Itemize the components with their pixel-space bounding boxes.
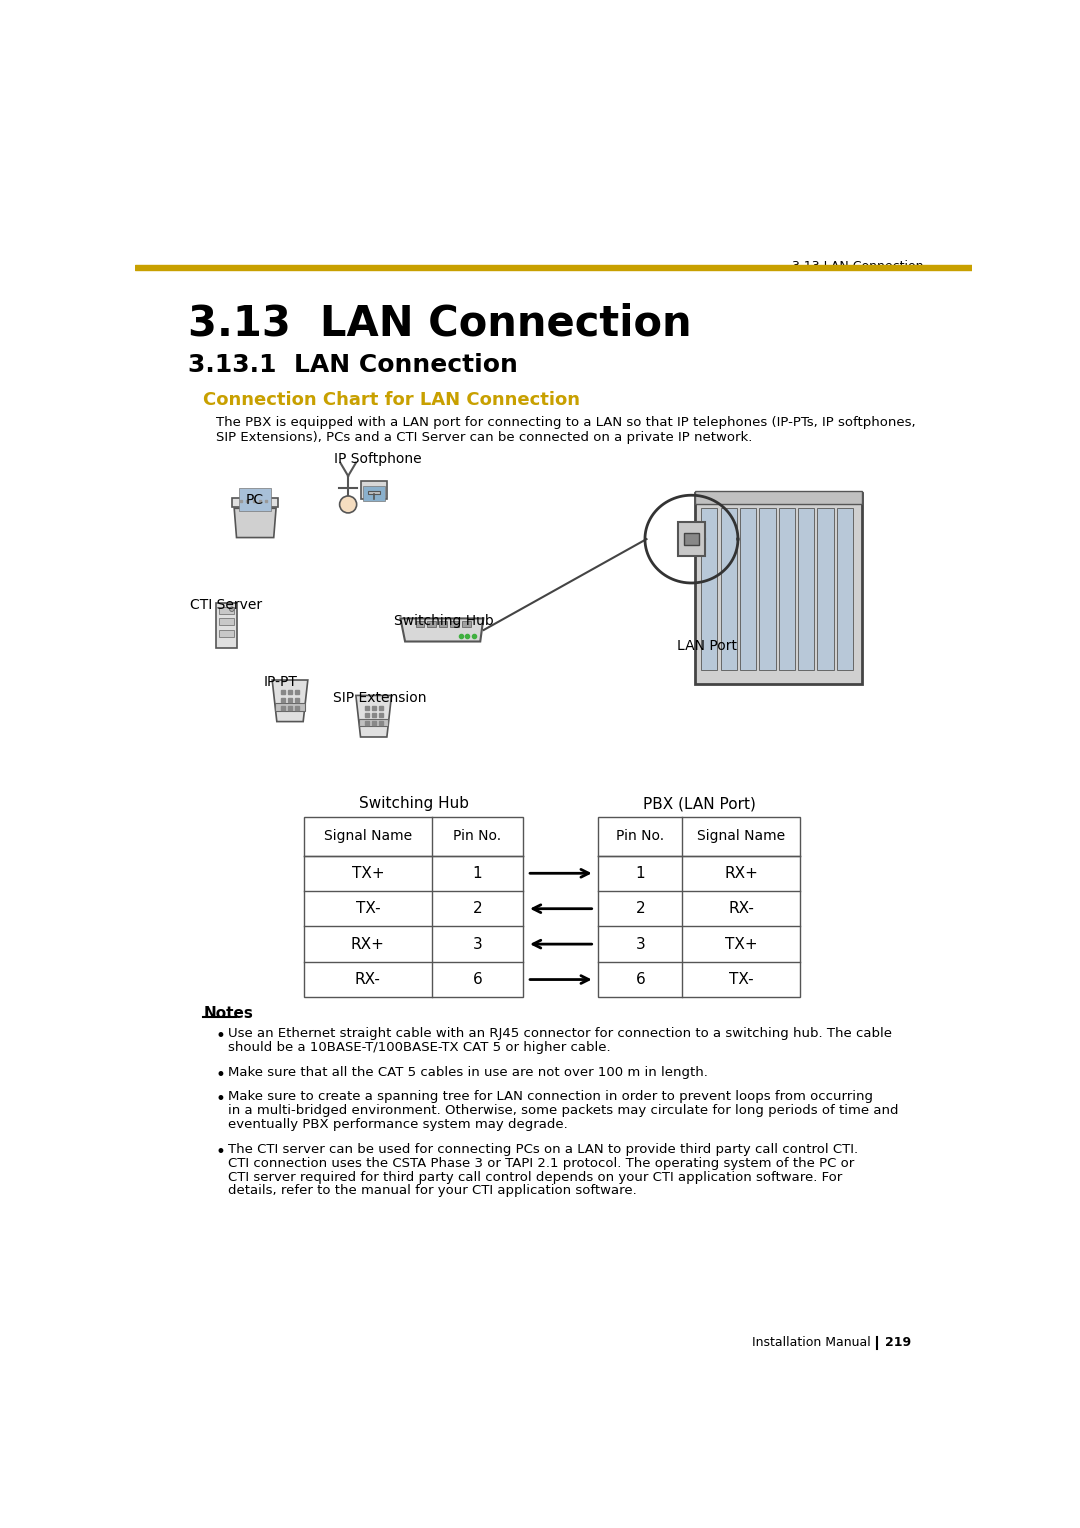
Text: CTI connection uses the CSTA Phase 3 or TAPI 2.1 protocol. The operating system : CTI connection uses the CSTA Phase 3 or … [228,1157,854,1169]
Text: SIP Extension: SIP Extension [333,691,427,704]
Bar [779,507,795,669]
Text: 6: 6 [635,972,645,987]
Circle shape [230,607,234,611]
Text: •: • [216,1143,226,1161]
Bar [275,703,305,711]
Text: 3.13.1  LAN Connection: 3.13.1 LAN Connection [188,353,517,377]
Text: eventually PBX performance system may degrade.: eventually PBX performance system may de… [228,1118,568,1131]
Text: RX-: RX- [355,972,381,987]
Text: Use an Ethernet straight cable with an RJ45 connector for connection to a switch: Use an Ethernet straight cable with an R… [228,1027,892,1041]
Bar [677,523,705,556]
Polygon shape [356,695,392,736]
Text: •: • [216,1067,226,1083]
Text: Make sure to create a spanning tree for LAN connection in order to prevent loops: Make sure to create a spanning tree for … [228,1091,873,1103]
Bar [367,490,380,494]
Bar [135,264,972,270]
Text: The PBX is equipped with a LAN port for connecting to a LAN so that IP telephone: The PBX is equipped with a LAN port for … [216,416,915,429]
Polygon shape [272,680,308,721]
Text: should be a 10BASE-T/100BASE-TX CAT 5 or higher cable.: should be a 10BASE-T/100BASE-TX CAT 5 or… [228,1041,610,1054]
Polygon shape [234,509,276,538]
Bar [363,486,384,501]
Text: SIP Extensions), PCs and a CTI Server can be connected on a private IP network.: SIP Extensions), PCs and a CTI Server ca… [216,431,752,443]
Bar [218,607,234,614]
Text: PBX (LAN Port): PBX (LAN Port) [643,796,756,811]
Bar [684,533,699,545]
Bar [239,489,271,512]
Bar [438,620,447,626]
Bar [216,604,238,648]
Bar [359,718,389,726]
Text: TX+: TX+ [725,937,757,952]
Text: •: • [216,1027,226,1045]
Text: PC: PC [246,494,265,507]
Text: 2: 2 [635,902,645,917]
Text: IP Softphone: IP Softphone [334,452,421,466]
Bar [361,481,387,500]
Text: RX+: RX+ [351,937,384,952]
Bar [232,498,279,507]
Text: IP-PT: IP-PT [264,675,298,689]
Text: TX-: TX- [729,972,754,987]
Bar [462,620,471,626]
Bar [720,507,737,669]
Text: Pin No.: Pin No. [454,830,501,843]
Polygon shape [401,619,484,642]
Text: LAN Port: LAN Port [677,639,737,652]
Text: 3.13 LAN Connection: 3.13 LAN Connection [793,260,924,274]
Text: RX+: RX+ [724,866,758,880]
Text: Signal Name: Signal Name [697,830,785,843]
Text: 2: 2 [473,902,483,917]
Bar [818,507,834,669]
Text: Switching Hub: Switching Hub [393,614,494,628]
Text: 1: 1 [473,866,483,880]
Bar [416,620,424,626]
Text: Connection Chart for LAN Connection: Connection Chart for LAN Connection [203,391,580,410]
Bar [694,492,862,504]
Bar [694,494,862,685]
Text: CTI server required for third party call control depends on your CTI application: CTI server required for third party call… [228,1170,842,1184]
Bar [798,507,814,669]
Text: 6: 6 [473,972,483,987]
Bar [837,507,853,669]
Text: RX-: RX- [728,902,754,917]
Text: 219: 219 [886,1337,912,1349]
Text: Switching Hub: Switching Hub [359,796,469,811]
Text: 3: 3 [635,937,645,952]
Text: TX-: TX- [355,902,380,917]
Bar [759,507,775,669]
Text: Make sure that all the CAT 5 cables in use are not over 100 m in length.: Make sure that all the CAT 5 cables in u… [228,1067,707,1079]
Text: Installation Manual: Installation Manual [753,1337,872,1349]
Text: Signal Name: Signal Name [324,830,411,843]
Bar [740,507,756,669]
Text: 1: 1 [635,866,645,880]
Bar [218,619,234,625]
Bar [428,620,435,626]
Text: Pin No.: Pin No. [617,830,664,843]
Text: Notes: Notes [203,1005,253,1021]
Text: The CTI server can be used for connecting PCs on a LAN to provide third party ca: The CTI server can be used for connectin… [228,1143,859,1155]
Text: •: • [216,1091,226,1108]
Text: 3: 3 [473,937,483,952]
Bar [598,817,800,998]
Bar [303,817,524,998]
Bar [218,630,234,637]
Circle shape [339,497,356,513]
Text: TX+: TX+ [352,866,384,880]
Bar [701,507,717,669]
Bar [450,620,459,626]
Text: details, refer to the manual for your CTI application software.: details, refer to the manual for your CT… [228,1184,637,1198]
Text: in a multi-bridged environment. Otherwise, some packets may circulate for long p: in a multi-bridged environment. Otherwis… [228,1105,899,1117]
Text: CTI Server: CTI Server [190,599,262,613]
Text: 3.13  LAN Connection: 3.13 LAN Connection [188,303,691,345]
